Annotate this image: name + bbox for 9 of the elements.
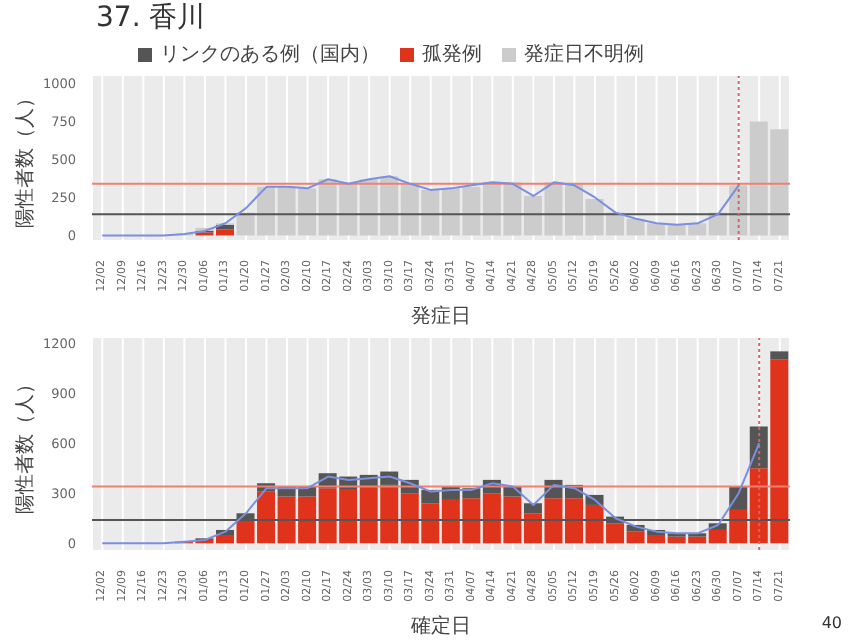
- chart-title: 37. 香川: [96, 0, 206, 36]
- y-axis-title: 陽性者数（人）: [13, 374, 38, 514]
- legend-label: 孤発例: [422, 44, 482, 66]
- x-axis-title: 確定日: [409, 614, 471, 638]
- y-axis-title: 陽性者数（人）: [13, 88, 38, 228]
- text: 40: [821, 614, 842, 632]
- legend-label: 発症日不明例: [524, 44, 644, 66]
- legend-label: リンクのある例（国内）: [160, 44, 380, 66]
- x-axis-title: 発症日: [411, 304, 471, 328]
